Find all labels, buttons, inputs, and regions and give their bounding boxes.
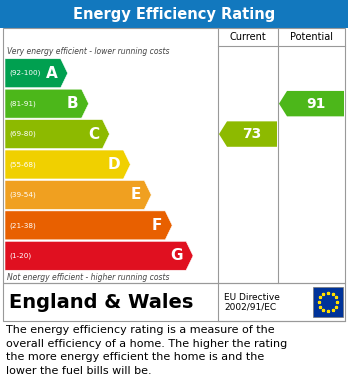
Text: EU Directive: EU Directive	[224, 292, 280, 301]
Bar	[313, 287, 343, 317]
Text: Current: Current	[230, 32, 266, 42]
Polygon shape	[279, 91, 344, 117]
Polygon shape	[5, 211, 172, 240]
Text: The energy efficiency rating is a measure of the
overall efficiency of a home. T: The energy efficiency rating is a measur…	[6, 325, 287, 376]
Text: Very energy efficient - lower running costs: Very energy efficient - lower running co…	[7, 47, 169, 57]
Text: England & Wales: England & Wales	[9, 292, 193, 312]
Text: (81-91): (81-91)	[9, 100, 36, 107]
Polygon shape	[5, 120, 110, 149]
Polygon shape	[5, 150, 130, 179]
Polygon shape	[219, 121, 277, 147]
Text: C: C	[88, 127, 100, 142]
Text: (92-100): (92-100)	[9, 70, 40, 77]
Text: D: D	[108, 157, 120, 172]
Text: (55-68): (55-68)	[9, 161, 36, 168]
Text: (69-80): (69-80)	[9, 131, 36, 137]
Text: F: F	[152, 218, 162, 233]
Text: A: A	[46, 66, 58, 81]
Polygon shape	[5, 241, 193, 270]
Polygon shape	[5, 59, 68, 88]
Text: 2002/91/EC: 2002/91/EC	[224, 303, 276, 312]
Text: G: G	[171, 248, 183, 263]
Text: (1-20): (1-20)	[9, 253, 31, 259]
Text: 91: 91	[306, 97, 325, 111]
Text: (39-54): (39-54)	[9, 192, 36, 198]
Text: E: E	[131, 187, 141, 203]
Text: B: B	[67, 96, 79, 111]
Text: (21-38): (21-38)	[9, 222, 36, 229]
Polygon shape	[5, 181, 151, 210]
Bar	[3, 28, 345, 283]
Text: 73: 73	[242, 127, 262, 141]
Text: Not energy efficient - higher running costs: Not energy efficient - higher running co…	[7, 273, 169, 282]
Polygon shape	[5, 89, 89, 118]
Text: Energy Efficiency Rating: Energy Efficiency Rating	[73, 7, 275, 22]
Bar	[0, 0, 348, 28]
Bar	[3, 283, 345, 321]
Text: Potential: Potential	[290, 32, 333, 42]
